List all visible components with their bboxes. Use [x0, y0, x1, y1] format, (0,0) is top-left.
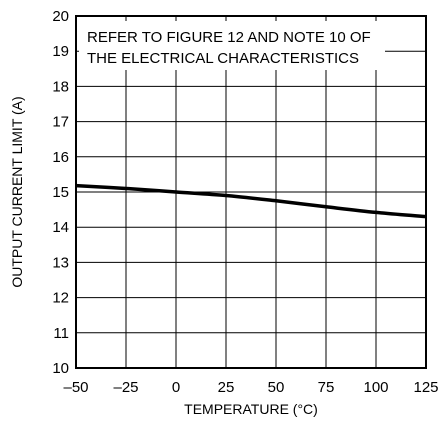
- series: [75, 183, 427, 219]
- y-tick-label: 17: [52, 114, 69, 131]
- annotation-line-1: REFER TO FIGURE 12 AND NOTE 10 OF: [87, 29, 371, 46]
- y-axis-title: OUTPUT CURRENT LIMIT (A): [9, 96, 25, 287]
- y-tick-label: 16: [52, 149, 69, 166]
- y-tick-label: 12: [52, 290, 69, 307]
- x-tick-label: 125: [413, 379, 438, 396]
- x-tick-labels: –50 –25 0 25 50 75 100 125: [63, 379, 438, 396]
- x-tick-label: 100: [363, 379, 388, 396]
- y-tick-label: 20: [52, 8, 69, 25]
- y-tick-label: 11: [53, 325, 69, 342]
- x-tick-label: 0: [172, 379, 180, 396]
- y-tick-label: 14: [52, 219, 69, 236]
- y-tick-label: 19: [52, 43, 69, 60]
- y-tick-label: 10: [52, 360, 69, 377]
- y-tick-label: 13: [52, 254, 69, 271]
- x-tick-label: 25: [218, 379, 235, 396]
- x-tick-label: 75: [318, 379, 335, 396]
- annotation-line-2: THE ELECTRICAL CHARACTERISTICS: [87, 50, 359, 67]
- x-axis-title: TEMPERATURE (°C): [184, 401, 318, 417]
- grid: [76, 16, 426, 368]
- y-tick-labels: 10 11 12 13 14 15 16 17 18 19 20: [52, 8, 69, 377]
- x-tick-label: 50: [268, 379, 285, 396]
- plot-frame: [75, 15, 427, 369]
- y-tick-label: 15: [52, 184, 69, 201]
- y-tick-label: 18: [52, 78, 69, 95]
- x-tick-label: –25: [113, 379, 138, 396]
- x-tick-label: –50: [63, 379, 88, 396]
- series-line: [75, 183, 427, 219]
- annotation-background: [79, 21, 385, 70]
